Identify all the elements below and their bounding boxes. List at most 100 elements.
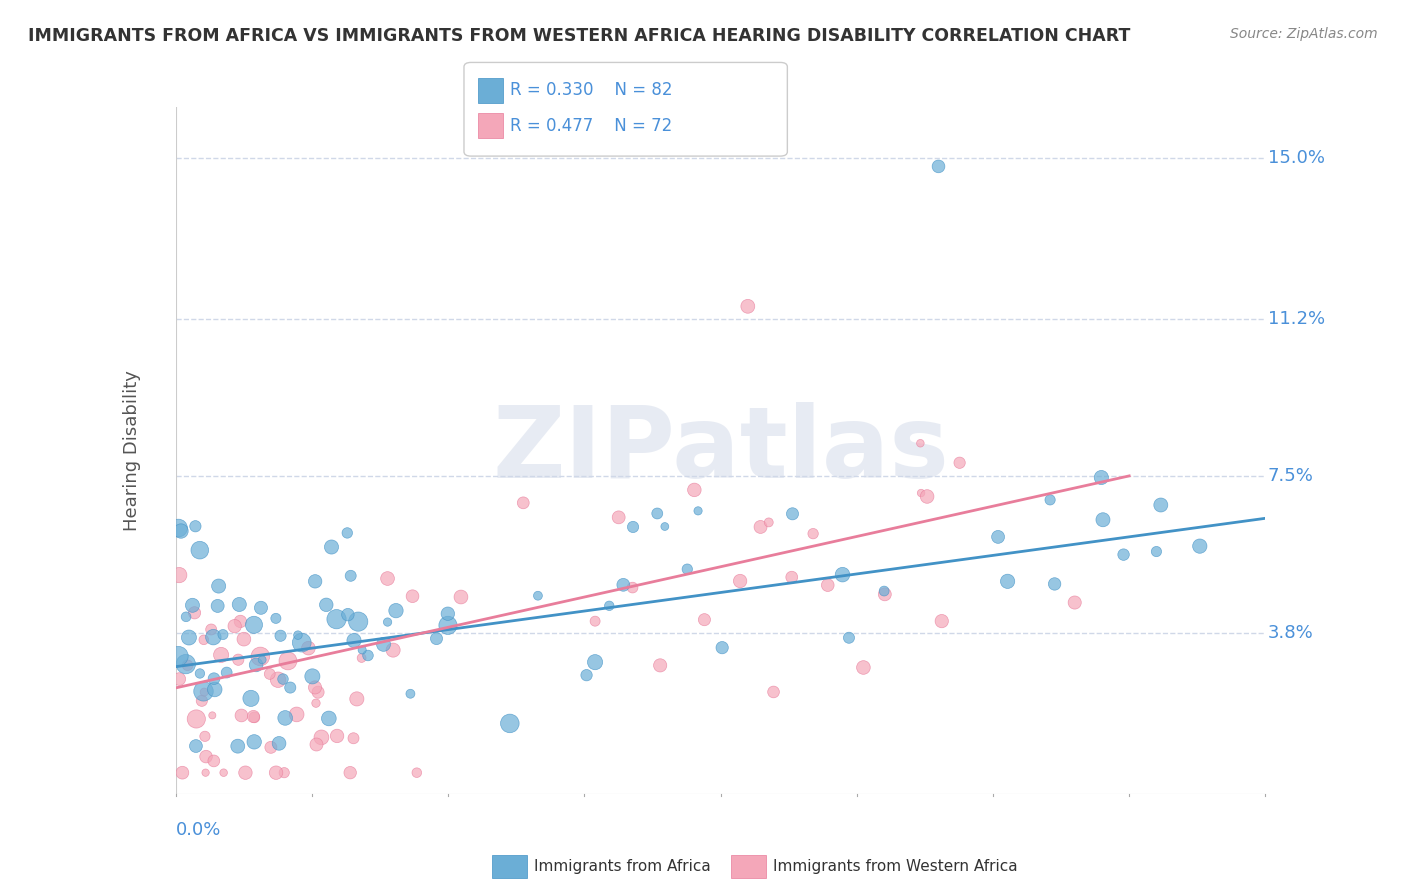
Point — [207, 599, 229, 613]
Text: R = 0.330    N = 82: R = 0.330 N = 82 — [510, 81, 673, 99]
Point — [204, 682, 226, 697]
Point — [202, 630, 225, 644]
Point — [321, 540, 343, 554]
Point — [177, 631, 200, 645]
Point — [377, 615, 399, 629]
Point — [873, 587, 896, 601]
Point — [297, 641, 319, 656]
Point — [336, 525, 359, 540]
Point — [232, 632, 254, 647]
Point — [183, 606, 205, 620]
Point — [575, 668, 598, 682]
Point — [229, 615, 252, 629]
Point — [184, 519, 207, 533]
Point — [607, 510, 630, 524]
Point — [311, 731, 333, 745]
Point — [184, 739, 207, 753]
Point — [239, 691, 262, 706]
Point — [202, 754, 225, 768]
Point — [193, 632, 215, 647]
Point — [250, 600, 273, 615]
Point — [307, 685, 329, 699]
Point — [176, 658, 198, 673]
Point — [762, 685, 785, 699]
Point — [780, 570, 803, 584]
Point — [373, 637, 395, 651]
Point — [758, 516, 780, 530]
Point — [437, 618, 460, 632]
Point — [318, 711, 340, 725]
Point — [226, 653, 249, 667]
Point — [231, 708, 253, 723]
Point — [650, 658, 672, 673]
Text: ZIPatlas: ZIPatlas — [492, 402, 949, 499]
Text: IMMIGRANTS FROM AFRICA VS IMMIGRANTS FROM WESTERN AFRICA HEARING DISABILITY CORR: IMMIGRANTS FROM AFRICA VS IMMIGRANTS FRO… — [28, 27, 1130, 45]
Text: Source: ZipAtlas.com: Source: ZipAtlas.com — [1230, 27, 1378, 41]
Point — [583, 614, 606, 628]
Point — [910, 436, 932, 450]
Point — [915, 490, 938, 504]
Point — [831, 567, 853, 582]
Point — [271, 672, 294, 686]
Point — [612, 578, 634, 592]
Point — [304, 574, 326, 589]
Point — [357, 648, 380, 663]
Point — [1091, 513, 1114, 527]
Point — [352, 643, 374, 657]
Point — [399, 687, 422, 701]
Point — [277, 654, 299, 668]
Point — [326, 729, 349, 743]
Point — [260, 740, 283, 755]
Text: R = 0.477    N = 72: R = 0.477 N = 72 — [510, 117, 672, 135]
Point — [377, 572, 399, 586]
Point — [437, 607, 460, 621]
Point — [243, 735, 266, 749]
Point — [325, 612, 347, 626]
Point — [693, 613, 716, 627]
Point — [401, 589, 423, 603]
Point — [997, 574, 1019, 589]
Point — [200, 623, 222, 637]
Point — [242, 709, 264, 723]
Point — [201, 708, 224, 723]
Point — [267, 673, 290, 687]
Point — [346, 692, 368, 706]
Point — [224, 619, 246, 633]
Point — [291, 635, 314, 649]
Point — [405, 765, 427, 780]
Point — [186, 712, 208, 726]
Point — [212, 765, 235, 780]
Point — [169, 672, 191, 686]
Point — [167, 568, 190, 582]
Point — [1188, 539, 1211, 553]
Point — [737, 299, 759, 313]
Point — [987, 530, 1010, 544]
Point — [782, 507, 804, 521]
Point — [249, 649, 271, 664]
Point — [264, 765, 287, 780]
Text: 7.5%: 7.5% — [1268, 467, 1313, 485]
Point — [274, 711, 297, 725]
Text: Hearing Disability: Hearing Disability — [124, 370, 141, 531]
Point — [711, 640, 734, 655]
Point — [343, 633, 366, 648]
Point — [195, 749, 218, 764]
Point — [193, 684, 215, 698]
Point — [181, 599, 204, 613]
Point — [928, 160, 950, 174]
Point — [450, 590, 472, 604]
Point — [339, 569, 361, 583]
Point — [305, 738, 328, 752]
Point — [226, 739, 249, 754]
Point — [621, 581, 644, 595]
Point — [228, 598, 250, 612]
Point — [243, 710, 266, 724]
Point — [645, 507, 668, 521]
Point — [167, 521, 190, 535]
Point — [728, 574, 751, 588]
Point — [686, 504, 709, 518]
Point — [259, 667, 281, 681]
Text: Immigrants from Western Africa: Immigrants from Western Africa — [773, 859, 1018, 873]
Point — [621, 520, 644, 534]
Point — [273, 765, 295, 780]
